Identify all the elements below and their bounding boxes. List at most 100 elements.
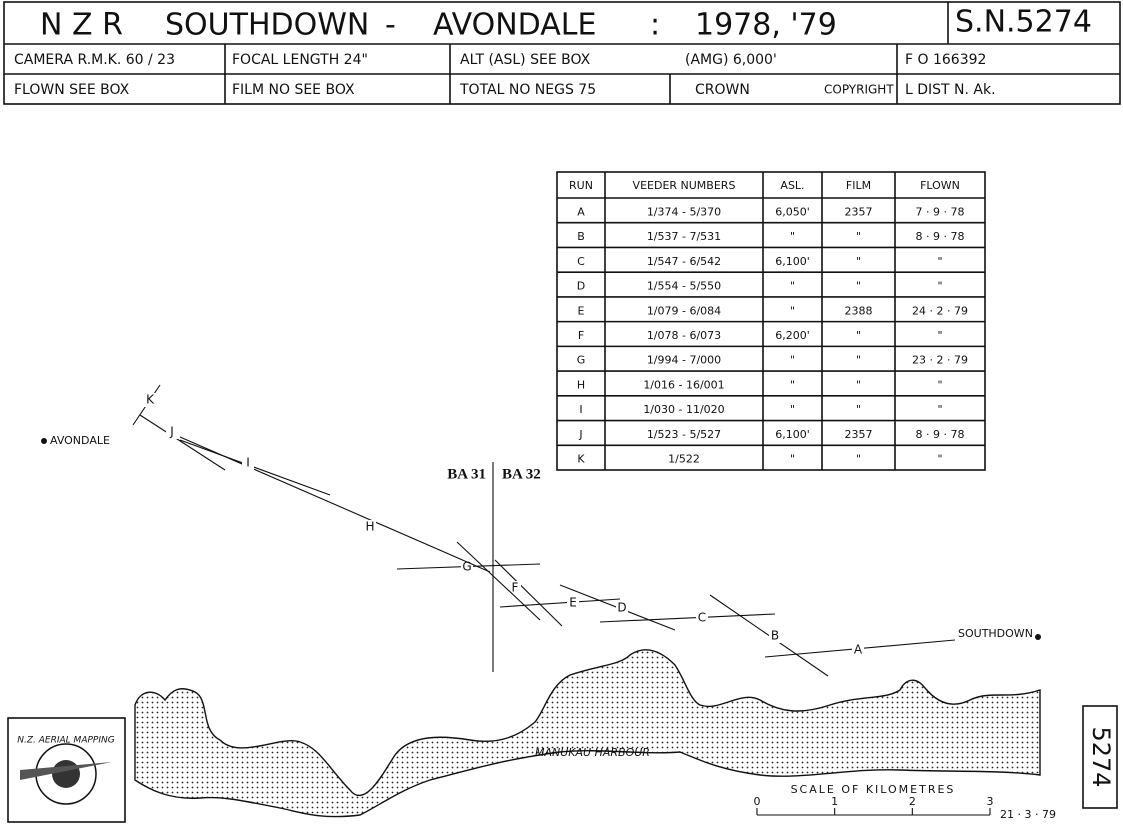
dash: -	[385, 8, 396, 43]
cell: 6,200'	[775, 329, 810, 342]
cell: H	[577, 378, 585, 391]
column-header: VEEDER NUMBERS	[633, 179, 736, 192]
cell: 1/522	[668, 453, 700, 466]
cell: "	[790, 378, 795, 391]
column-header: FLOWN	[920, 179, 960, 192]
run-label: J	[169, 425, 174, 439]
run-label: D	[617, 601, 626, 615]
cell: 2357	[845, 205, 873, 218]
cell: "	[856, 255, 861, 268]
flight-line	[494, 559, 563, 627]
east-place: SOUTHDOWN	[958, 627, 1033, 640]
harbour-shore	[134, 649, 1041, 818]
cell: "	[790, 453, 795, 466]
survey: N Z R	[40, 8, 123, 43]
run-label: I	[246, 456, 250, 470]
cell: 8 · 9 · 78	[916, 428, 965, 441]
total-negs: TOTAL NO NEGS 75	[459, 82, 596, 98]
run-label: C	[698, 611, 706, 625]
fo: F O 166392	[905, 52, 986, 68]
cell: "	[790, 403, 795, 416]
cell: 1/078 - 6/073	[647, 329, 721, 342]
cell: "	[856, 378, 861, 391]
scale-tick-label: 0	[754, 795, 761, 808]
copyright: COPYRIGHT	[824, 83, 894, 97]
column-header: FILM	[846, 179, 871, 192]
logo-text: N.Z. AERIAL MAPPING	[17, 736, 114, 746]
sheet-right: BA 32	[502, 466, 541, 482]
cell: "	[937, 378, 942, 391]
scale-title: SCALE OF KILOMETRES	[791, 783, 956, 796]
scale: SCALE OF KILOMETRES 0 1 2 3 21 · 3 · 79	[754, 783, 1056, 821]
west-place: AVONDALE	[50, 434, 110, 447]
cell: "	[856, 403, 861, 416]
run-label: K	[146, 393, 155, 407]
run-label: H	[365, 520, 374, 534]
label-bg	[769, 629, 781, 643]
cell: "	[937, 255, 942, 268]
cell: 6,100'	[775, 255, 810, 268]
water-label: MANUKAU HARBOUR	[535, 746, 650, 759]
to: AVONDALE	[433, 8, 596, 43]
label-bg	[166, 425, 178, 439]
cell: "	[856, 453, 861, 466]
column-header: ASL.	[780, 179, 804, 192]
logo: N.Z. AERIAL MAPPING	[7, 717, 126, 823]
cell: F	[578, 329, 584, 342]
cell: 1/537 - 7/531	[647, 230, 721, 243]
cell: 1/016 - 16/001	[643, 378, 724, 391]
cell: 1/374 - 5/370	[647, 205, 721, 218]
sheet-left: BA 31	[447, 466, 486, 482]
flight-line	[456, 541, 541, 621]
cell: D	[577, 280, 585, 293]
cell: B	[577, 230, 585, 243]
label-bg	[616, 601, 628, 615]
cell: "	[856, 280, 861, 293]
flight-line	[599, 613, 776, 623]
focal-length: FOCAL LENGTH 24"	[232, 52, 368, 68]
flight-line	[499, 598, 621, 608]
cell: E	[578, 304, 585, 317]
label-bg	[509, 581, 521, 595]
cell: I	[579, 403, 582, 416]
cell: "	[790, 230, 795, 243]
cell: 6,050'	[775, 205, 810, 218]
cell: "	[937, 403, 942, 416]
cell: 1/554 - 5/550	[647, 280, 721, 293]
cell: 1/994 - 7/000	[647, 354, 721, 367]
camera: CAMERA R.M.K. 60 / 23	[14, 52, 175, 68]
run-label: B	[771, 629, 779, 643]
cell: "	[856, 329, 861, 342]
altitude-amg: (AMG) 6,000'	[685, 52, 777, 68]
flown: FLOWN SEE BOX	[14, 82, 130, 98]
colon: :	[650, 8, 660, 43]
district: L DIST N. Ak.	[905, 82, 996, 98]
cell: 24 · 2 · 79	[912, 304, 968, 317]
from: SOUTHDOWN	[165, 8, 369, 43]
flight-line	[179, 439, 331, 496]
cell: "	[937, 329, 942, 342]
run-label: A	[854, 643, 863, 657]
cell: "	[856, 230, 861, 243]
cell: A	[577, 205, 585, 218]
years: 1978, '79	[695, 8, 837, 43]
label-bg	[242, 456, 254, 470]
cell: 2357	[845, 428, 873, 441]
label-bg	[364, 520, 376, 534]
flight-line	[139, 414, 226, 471]
scale-tick-label: 3	[987, 795, 994, 808]
cell: 1/523 - 5/527	[647, 428, 721, 441]
cell: G	[577, 354, 586, 367]
run-label: G	[462, 560, 471, 574]
label-bg	[567, 596, 579, 610]
sheet-number: S.N.5274	[955, 5, 1092, 40]
cell: 6,100'	[775, 428, 810, 441]
cell: "	[937, 280, 942, 293]
cell: "	[790, 354, 795, 367]
run-label: E	[569, 596, 577, 610]
cell: "	[790, 304, 795, 317]
cell: 1/079 - 6/084	[647, 304, 721, 317]
label-bg	[144, 393, 156, 407]
